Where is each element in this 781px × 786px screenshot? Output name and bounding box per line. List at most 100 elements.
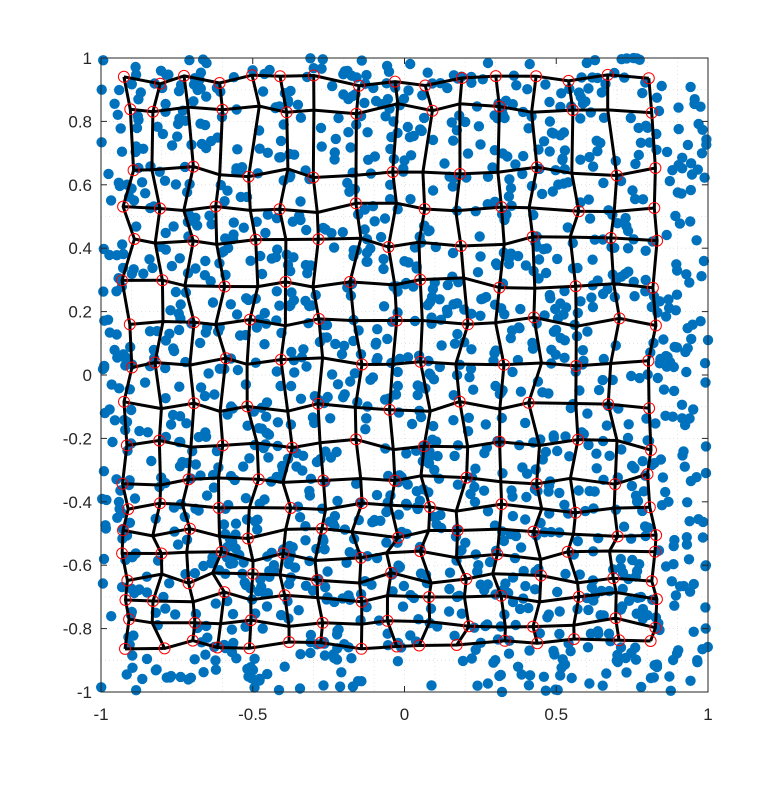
scatter-point: [211, 445, 223, 457]
scatter-point: [252, 524, 263, 535]
scatter-point: [665, 685, 676, 696]
mesh-node: [182, 577, 195, 590]
scatter-point: [319, 544, 330, 555]
scatter-point: [667, 411, 678, 422]
scatter-point: [460, 116, 471, 128]
scatter-point: [98, 55, 109, 66]
scatter-point: [168, 221, 179, 232]
scatter-point: [677, 450, 688, 461]
scatter-point: [397, 601, 409, 612]
scatter-point: [316, 141, 327, 152]
scatter-point: [352, 676, 364, 687]
mesh-node: [128, 233, 141, 245]
scatter-point: [443, 606, 455, 617]
scatter-point: [257, 623, 268, 634]
scatter-point: [251, 322, 262, 333]
scatter-point: [260, 227, 271, 239]
mesh-node: [642, 72, 655, 85]
mesh-node: [355, 642, 368, 655]
mesh-node: [493, 100, 506, 113]
scatter-point: [256, 581, 267, 593]
mesh-node: [245, 614, 257, 627]
scatter-point: [466, 344, 477, 355]
mesh-node: [414, 355, 427, 368]
scatter-point: [311, 456, 323, 468]
scatter-point: [529, 584, 541, 595]
scatter-point: [697, 124, 708, 135]
y-tick-label: 0: [83, 366, 92, 385]
scatter-point: [238, 461, 249, 472]
scatter-point: [346, 653, 357, 664]
scatter-point: [305, 647, 316, 659]
mesh-node: [649, 545, 661, 558]
scatter-point: [295, 112, 307, 123]
mesh-node: [422, 591, 435, 603]
scatter-point: [679, 419, 691, 431]
mesh-node: [146, 105, 159, 118]
mesh-node: [414, 545, 427, 558]
scatter-point: [685, 216, 696, 227]
scatter-point: [680, 346, 691, 358]
scatter-point: [170, 179, 182, 190]
y-tick-label: -0.4: [63, 493, 92, 512]
mesh-node: [117, 200, 130, 213]
scatter-point: [520, 514, 531, 525]
mesh-node: [451, 524, 464, 537]
scatter-point: [416, 125, 427, 137]
scatter-point: [469, 481, 480, 493]
scatter-point: [696, 271, 707, 282]
scatter-point: [490, 655, 501, 666]
scatter-point: [214, 363, 225, 374]
scatter-point: [578, 428, 589, 440]
mesh-node: [569, 280, 582, 293]
scatter-point: [663, 294, 674, 305]
scatter-point: [673, 102, 684, 113]
scatter-point: [670, 590, 682, 601]
scatter-point: [449, 450, 460, 462]
scatter-point: [505, 183, 517, 194]
scatter-point: [550, 349, 561, 360]
mesh-node: [178, 69, 190, 82]
scatter-point: [129, 587, 140, 599]
scatter-point: [405, 194, 416, 205]
scatter-point: [674, 218, 686, 229]
scatter-point: [261, 427, 272, 439]
scatter-point: [697, 532, 709, 543]
scatter-point: [616, 444, 627, 455]
mesh-node: [116, 547, 129, 560]
mesh-node: [390, 314, 403, 327]
scatter-point: [651, 92, 663, 103]
scatter-point: [544, 96, 555, 108]
scatter-point: [660, 311, 672, 322]
scatter-point: [522, 84, 533, 95]
scatter-point: [674, 581, 686, 592]
scatter-point: [699, 172, 710, 183]
scatter-point: [583, 194, 594, 205]
scatter-point: [160, 98, 171, 110]
scatter-point: [172, 539, 184, 550]
scatter-point: [347, 91, 358, 102]
mesh-node: [216, 103, 229, 116]
scatter-point: [587, 161, 599, 172]
scatter-point: [98, 466, 110, 477]
mesh-node: [489, 70, 502, 83]
scatter-point: [334, 681, 346, 692]
scatter-point: [333, 112, 344, 124]
scatter-point: [604, 450, 615, 461]
scatter-point: [287, 542, 298, 553]
scatter-point: [700, 602, 711, 613]
scatter-point: [96, 137, 107, 148]
scatter-point: [540, 267, 552, 279]
scatter-point: [381, 506, 392, 518]
mesh-node: [602, 398, 615, 411]
scatter-point: [447, 247, 459, 259]
scatter-point: [468, 384, 479, 395]
scatter-point: [510, 530, 522, 542]
scatter-point: [359, 97, 370, 109]
scatter-point: [139, 377, 151, 388]
scatter-point: [279, 661, 290, 672]
mesh-node: [386, 166, 399, 178]
mesh-node: [127, 164, 140, 177]
scatter-point: [584, 213, 596, 224]
scatter-point: [111, 286, 122, 297]
